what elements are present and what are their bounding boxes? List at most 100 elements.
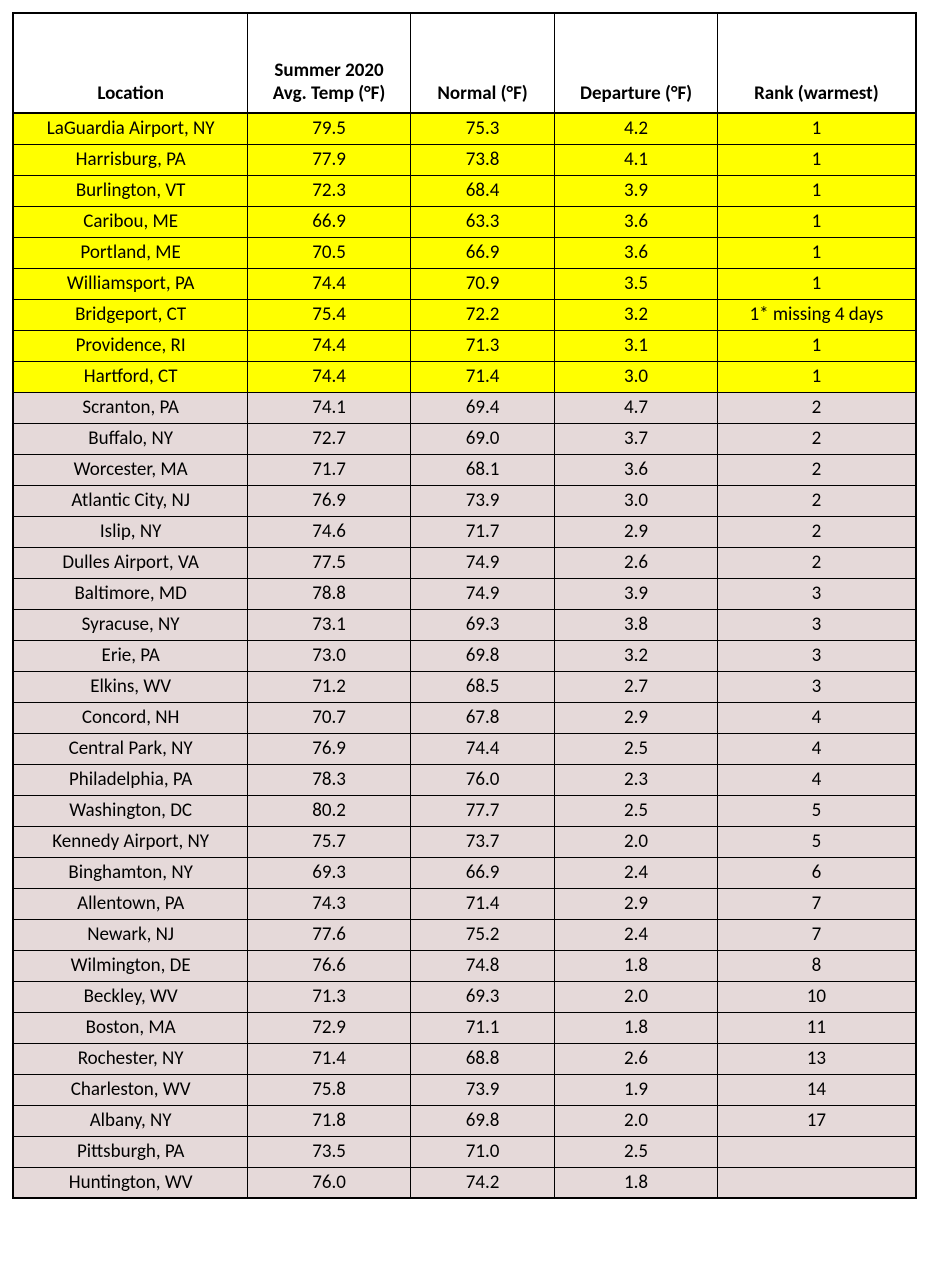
table-cell: 1* missing 4 days bbox=[717, 299, 916, 330]
table-cell: 2.6 bbox=[555, 1043, 718, 1074]
table-cell: 2 bbox=[717, 423, 916, 454]
table-cell: 3.0 bbox=[555, 485, 718, 516]
table-cell: Worcester, MA bbox=[13, 454, 248, 485]
table-row: Wilmington, DE76.674.81.88 bbox=[13, 950, 916, 981]
table-cell: Providence, RI bbox=[13, 330, 248, 361]
table-cell: 77.7 bbox=[410, 795, 554, 826]
table-cell: 13 bbox=[717, 1043, 916, 1074]
header-row: LocationSummer 2020 Avg. Temp (°F)Normal… bbox=[13, 13, 916, 113]
column-header: Rank (warmest) bbox=[717, 13, 916, 113]
table-cell: 73.9 bbox=[410, 485, 554, 516]
table-cell: 74.2 bbox=[410, 1167, 554, 1198]
table-cell: Charleston, WV bbox=[13, 1074, 248, 1105]
table-row: Erie, PA73.069.83.23 bbox=[13, 640, 916, 671]
table-cell: 1.9 bbox=[555, 1074, 718, 1105]
table-cell: 3.6 bbox=[555, 454, 718, 485]
table-row: Portland, ME70.566.93.61 bbox=[13, 237, 916, 268]
table-cell: 3.2 bbox=[555, 299, 718, 330]
table-cell: 71.7 bbox=[410, 516, 554, 547]
table-cell: 73.5 bbox=[248, 1136, 411, 1167]
table-cell: Burlington, VT bbox=[13, 175, 248, 206]
table-cell: 3 bbox=[717, 609, 916, 640]
table-row: Beckley, WV71.369.32.010 bbox=[13, 981, 916, 1012]
table-cell: 71.4 bbox=[410, 361, 554, 392]
table-cell: 3.5 bbox=[555, 268, 718, 299]
table-cell: 70.5 bbox=[248, 237, 411, 268]
table-cell: Williamsport, PA bbox=[13, 268, 248, 299]
table-cell: 72.9 bbox=[248, 1012, 411, 1043]
table-cell: 76.9 bbox=[248, 733, 411, 764]
table-cell: 1 bbox=[717, 268, 916, 299]
table-cell: 74.8 bbox=[410, 950, 554, 981]
table-cell: 73.1 bbox=[248, 609, 411, 640]
table-cell: 70.9 bbox=[410, 268, 554, 299]
table-cell: 63.3 bbox=[410, 206, 554, 237]
table-row: Pittsburgh, PA73.571.02.5 bbox=[13, 1136, 916, 1167]
table-cell: 3.6 bbox=[555, 237, 718, 268]
table-row: Hartford, CT74.471.43.01 bbox=[13, 361, 916, 392]
table-cell: 2.7 bbox=[555, 671, 718, 702]
table-cell: LaGuardia Airport, NY bbox=[13, 113, 248, 144]
table-cell: 69.3 bbox=[410, 609, 554, 640]
table-cell: Buffalo, NY bbox=[13, 423, 248, 454]
table-cell: Washington, DC bbox=[13, 795, 248, 826]
table-cell: 3 bbox=[717, 640, 916, 671]
table-cell: 71.2 bbox=[248, 671, 411, 702]
table-cell: 1 bbox=[717, 144, 916, 175]
table-cell: 3.9 bbox=[555, 175, 718, 206]
table-row: Atlantic City, NJ76.973.93.02 bbox=[13, 485, 916, 516]
table-row: Harrisburg, PA77.973.84.11 bbox=[13, 144, 916, 175]
table-cell: Wilmington, DE bbox=[13, 950, 248, 981]
table-cell: Atlantic City, NJ bbox=[13, 485, 248, 516]
table-cell: 17 bbox=[717, 1105, 916, 1136]
table-row: Boston, MA72.971.11.811 bbox=[13, 1012, 916, 1043]
table-cell: 3.2 bbox=[555, 640, 718, 671]
table-cell: Hartford, CT bbox=[13, 361, 248, 392]
table-cell: 2.9 bbox=[555, 702, 718, 733]
table-cell: 72.7 bbox=[248, 423, 411, 454]
table-cell: 74.4 bbox=[410, 733, 554, 764]
table-cell: Erie, PA bbox=[13, 640, 248, 671]
table-cell: 77.5 bbox=[248, 547, 411, 578]
table-row: Kennedy Airport, NY75.773.72.05 bbox=[13, 826, 916, 857]
table-cell: 2 bbox=[717, 485, 916, 516]
table-cell: 1.8 bbox=[555, 950, 718, 981]
table-cell: 71.3 bbox=[248, 981, 411, 1012]
column-header: Location bbox=[13, 13, 248, 113]
table-cell: Huntington, WV bbox=[13, 1167, 248, 1198]
table-cell: Kennedy Airport, NY bbox=[13, 826, 248, 857]
table-cell: 73.8 bbox=[410, 144, 554, 175]
table-row: Newark, NJ77.675.22.47 bbox=[13, 919, 916, 950]
table-row: Concord, NH70.767.82.94 bbox=[13, 702, 916, 733]
table-cell: 4 bbox=[717, 733, 916, 764]
table-cell: Dulles Airport, VA bbox=[13, 547, 248, 578]
table-header: LocationSummer 2020 Avg. Temp (°F)Normal… bbox=[13, 13, 916, 113]
table-row: Huntington, WV76.074.21.8 bbox=[13, 1167, 916, 1198]
table-cell: 67.8 bbox=[410, 702, 554, 733]
table-cell: Harrisburg, PA bbox=[13, 144, 248, 175]
table-cell bbox=[717, 1136, 916, 1167]
table-row: Bridgeport, CT75.472.23.21* missing 4 da… bbox=[13, 299, 916, 330]
table-cell: 4 bbox=[717, 764, 916, 795]
table-cell: 1 bbox=[717, 361, 916, 392]
table-cell: 2.0 bbox=[555, 826, 718, 857]
table-cell: 68.5 bbox=[410, 671, 554, 702]
table-cell: Beckley, WV bbox=[13, 981, 248, 1012]
table-cell: Newark, NJ bbox=[13, 919, 248, 950]
table-cell: 71.4 bbox=[248, 1043, 411, 1074]
table-cell: 4.2 bbox=[555, 113, 718, 144]
table-cell: 4.7 bbox=[555, 392, 718, 423]
table-cell: 77.6 bbox=[248, 919, 411, 950]
table-cell: 3 bbox=[717, 578, 916, 609]
table-cell: 7 bbox=[717, 919, 916, 950]
table-cell: 2 bbox=[717, 547, 916, 578]
table-cell: 2.6 bbox=[555, 547, 718, 578]
table-cell: 71.3 bbox=[410, 330, 554, 361]
table-cell: 2.9 bbox=[555, 888, 718, 919]
table-cell: 73.9 bbox=[410, 1074, 554, 1105]
table-row: Scranton, PA74.169.44.72 bbox=[13, 392, 916, 423]
table-cell: 7 bbox=[717, 888, 916, 919]
table-cell: 71.8 bbox=[248, 1105, 411, 1136]
table-cell: 66.9 bbox=[410, 237, 554, 268]
table-cell: 1 bbox=[717, 113, 916, 144]
